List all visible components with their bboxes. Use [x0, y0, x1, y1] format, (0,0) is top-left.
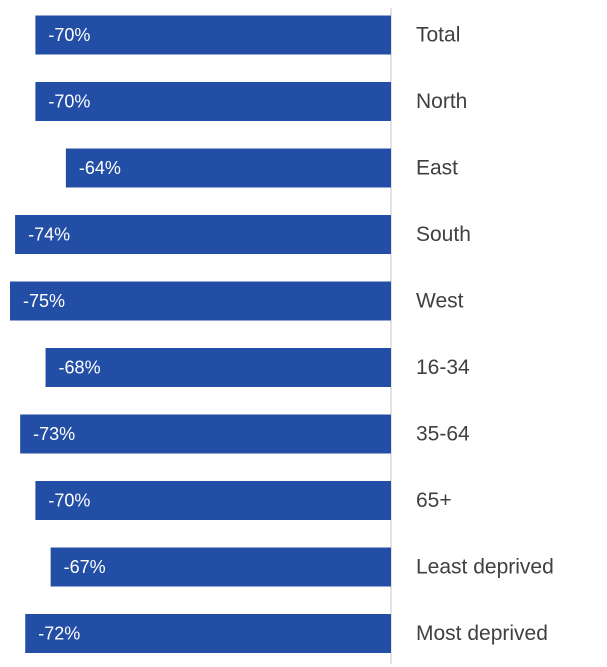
bar-west	[10, 281, 391, 321]
data-label: -64%	[79, 158, 121, 178]
category-labels-group: Total North East South West 16-34 35-64 65+ Leas…	[416, 24, 554, 646]
data-label: -75%	[23, 291, 65, 311]
data-label: -70%	[48, 92, 90, 112]
bar-most-deprived	[25, 614, 392, 653]
category-label: Total	[416, 24, 460, 47]
category-label: North	[416, 90, 467, 113]
bar-north	[35, 82, 392, 121]
bar-65-	[35, 481, 392, 520]
data-label: -70%	[48, 25, 90, 45]
bar-16-34	[45, 348, 392, 387]
bar-east	[65, 148, 391, 188]
category-label: 16-34	[416, 356, 470, 379]
category-label: 35-64	[416, 423, 470, 446]
bar-total	[35, 15, 392, 55]
category-label: Least deprived	[416, 556, 554, 579]
data-label: -67%	[64, 557, 106, 577]
data-label: -73%	[33, 424, 75, 444]
category-label: West	[416, 290, 464, 313]
data-label: -72%	[38, 624, 80, 644]
category-label: South	[416, 223, 471, 246]
bar-south	[15, 215, 392, 254]
data-label: -70%	[48, 491, 90, 511]
bars-group	[10, 15, 392, 653]
category-label: East	[416, 157, 458, 180]
data-label: -68%	[59, 358, 101, 378]
category-label: 65+	[416, 489, 452, 512]
data-label: -74%	[28, 225, 70, 245]
bar-35-64	[20, 414, 391, 454]
bar-least-deprived	[50, 547, 391, 587]
data-labels-group: -70% -70% -64% -74% -75% -68% -73% -70% -67% -72%	[23, 25, 121, 644]
category-label: Most deprived	[416, 622, 548, 645]
